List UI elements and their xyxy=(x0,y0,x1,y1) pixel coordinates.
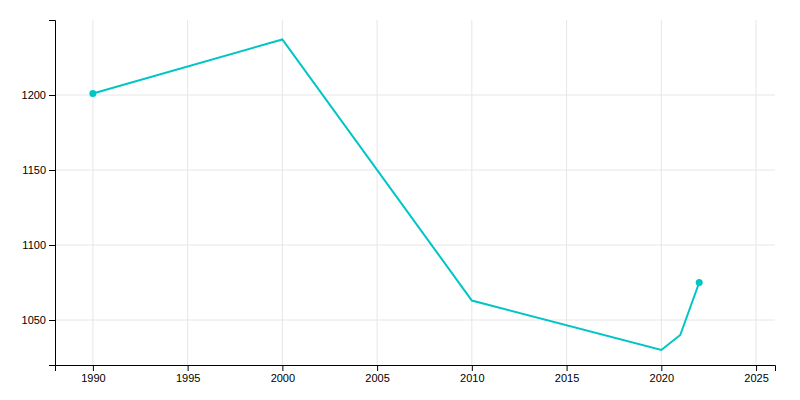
grid xyxy=(55,20,775,365)
x-tick-label: 1995 xyxy=(176,372,200,384)
x-grid-line xyxy=(187,20,188,365)
x-grid-line xyxy=(377,20,378,365)
chart: 1990 1995 2000 2005 2010 2015 2020 2025 1050 1100… xyxy=(0,0,800,400)
y-grid-line xyxy=(55,170,775,171)
point xyxy=(696,279,703,286)
x-tick: 1990 xyxy=(81,365,105,384)
y-tick: 1100 xyxy=(22,239,55,251)
y-tick-label: 1050 xyxy=(22,314,46,326)
y-tick-mark xyxy=(49,95,55,96)
y-tick: 1200 xyxy=(22,89,55,101)
x-tick: 2005 xyxy=(365,365,389,384)
x-axis: 1990 1995 2000 2005 2010 2015 2020 2025 xyxy=(56,365,776,384)
x-tick-mark xyxy=(282,365,283,371)
x-grid-line xyxy=(92,20,93,365)
x-tick: 1995 xyxy=(176,365,200,384)
x-tick-mark xyxy=(472,365,473,371)
x-axis-line xyxy=(56,366,776,372)
y-tick-label: 1150 xyxy=(22,164,46,176)
x-tick-mark xyxy=(377,365,378,371)
x-tick-label: 1990 xyxy=(81,372,105,384)
x-grid-line xyxy=(282,20,283,365)
y-tick-mark xyxy=(49,170,55,171)
y-tick-mark xyxy=(49,320,55,321)
x-grid-line xyxy=(566,20,567,365)
y-grid-line xyxy=(55,320,775,321)
x-tick-label: 2005 xyxy=(365,372,389,384)
x-tick-label: 2020 xyxy=(650,372,674,384)
plot: 1990 1995 2000 2005 2010 2015 2020 2025 1050 1100… xyxy=(22,20,776,384)
x-tick-mark xyxy=(661,365,662,371)
x-tick-label: 2000 xyxy=(271,372,295,384)
y-tick: 1150 xyxy=(22,164,55,176)
y-tick-mark xyxy=(49,245,55,246)
x-tick-label: 2010 xyxy=(460,372,484,384)
x-grid-line xyxy=(471,20,472,365)
x-tick-mark xyxy=(93,365,94,371)
x-grid-line xyxy=(661,20,662,365)
y-axis-line xyxy=(49,21,56,366)
y-tick: 1050 xyxy=(22,314,55,326)
x-tick-label: 2015 xyxy=(555,372,579,384)
x-tick: 2025 xyxy=(744,365,768,384)
y-axis: 1050 1100 1150 1200 xyxy=(22,21,56,366)
y-tick-label: 1100 xyxy=(22,239,46,251)
x-tick-mark xyxy=(188,365,189,371)
x-tick: 2010 xyxy=(460,365,484,384)
x-tick: 2015 xyxy=(555,365,579,384)
y-grid-line xyxy=(55,245,775,246)
x-tick: 2000 xyxy=(271,365,295,384)
x-tick: 2020 xyxy=(650,365,674,384)
line xyxy=(93,40,699,351)
y-tick-label: 1200 xyxy=(22,89,46,101)
y-grid-line xyxy=(55,95,775,96)
x-tick-mark xyxy=(567,365,568,371)
point xyxy=(89,90,96,97)
x-tick-label: 2025 xyxy=(744,372,768,384)
x-tick-mark xyxy=(756,365,757,371)
x-grid-line xyxy=(756,20,757,365)
marks xyxy=(89,40,702,351)
